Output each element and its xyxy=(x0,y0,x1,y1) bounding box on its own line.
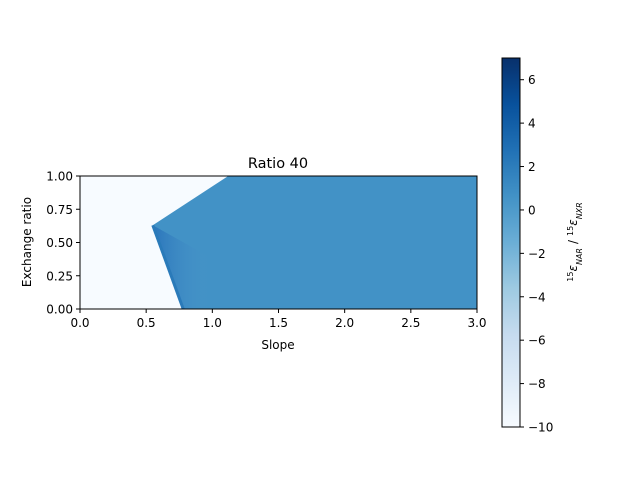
colorbar-tick-label: −4 xyxy=(528,290,546,304)
heatmap-edge-line xyxy=(151,224,185,309)
x-tick-label: 0.0 xyxy=(70,316,89,330)
y-tick-label: 0.25 xyxy=(46,269,73,283)
y-tick-label: 0.50 xyxy=(46,236,73,250)
heatmap-filled-region xyxy=(152,176,477,309)
x-axis: 0.0 0.5 1.0 1.5 2.0 2.5 3.0 xyxy=(70,309,487,330)
colorbar-tick-label: −6 xyxy=(528,334,546,348)
y-axis-label: Exchange ratio xyxy=(20,197,34,287)
colorbar-tick-label: −10 xyxy=(528,421,553,435)
y-tick-label: 0.00 xyxy=(46,303,73,317)
x-tick-label: 3.0 xyxy=(467,316,486,330)
x-axis-label: Slope xyxy=(261,338,294,352)
x-tick-label: 2.5 xyxy=(401,316,420,330)
x-tick-label: 0.5 xyxy=(137,316,156,330)
y-tick-label: 1.00 xyxy=(46,170,73,184)
heatmap-image xyxy=(151,176,477,309)
colorbar-tick-label: −8 xyxy=(528,377,546,391)
colorbar-tick-label: 0 xyxy=(528,203,536,217)
colorbar-tick-label: 2 xyxy=(528,160,536,174)
colorbar xyxy=(501,57,521,428)
colorbar-tick-label: 6 xyxy=(528,73,536,87)
x-tick-label: 1.5 xyxy=(269,316,288,330)
colorbar-tick-label: 4 xyxy=(528,117,536,131)
y-axis: 0.00 0.25 0.50 0.75 1.00 xyxy=(46,170,80,317)
colorbar-ticks: 6 4 2 0 −2 −4 −6 −8 −10 xyxy=(520,73,553,435)
heatmap-edge-band xyxy=(152,225,213,309)
colorbar-label: 15εNAR/15εNXR xyxy=(566,202,584,281)
x-tick-label: 2.0 xyxy=(335,316,354,330)
chart-title: Ratio 40 xyxy=(248,156,308,172)
x-tick-label: 1.0 xyxy=(203,316,222,330)
y-tick-label: 0.75 xyxy=(46,203,73,217)
colorbar-tick-label: −2 xyxy=(528,247,546,261)
